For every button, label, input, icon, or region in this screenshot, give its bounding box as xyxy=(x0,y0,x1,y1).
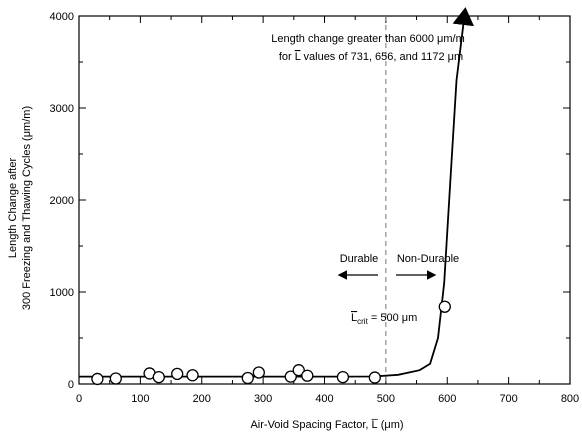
annotation-non-durable: Non-Durable xyxy=(397,253,459,265)
data-point xyxy=(252,366,265,379)
data-point xyxy=(241,371,254,385)
data-points xyxy=(91,300,451,386)
x-tick-label: 200 xyxy=(193,393,211,405)
annotation-lcrit: Lcrit = 500 μm xyxy=(351,312,417,326)
x-axis-label: Air-Void Spacing Factor, L̅ (μm) xyxy=(250,419,403,431)
x-tick-label: 500 xyxy=(377,393,395,405)
data-point xyxy=(438,300,451,313)
ticks: 0 100 200 300 400 500 600 700 800 0 1000 2000 3000 40… xyxy=(50,11,580,405)
y-tick-label: 3000 xyxy=(50,103,74,115)
trend-curve-group xyxy=(79,7,475,378)
y-axis-label-line2: 300 Freezing and Thawing Cycles (μm/m) xyxy=(21,106,33,310)
axis-labels: Air-Void Spacing Factor, L̅ (μm) Length … xyxy=(7,106,404,431)
data-point xyxy=(152,370,165,384)
data-point xyxy=(284,370,297,383)
data-point xyxy=(109,372,122,385)
axes xyxy=(78,15,571,385)
x-tick-label: 700 xyxy=(499,393,517,405)
annotation-top-line1: Length change greater than 6000 μm/m xyxy=(271,33,464,45)
annotation-durable: Durable xyxy=(340,253,379,265)
y-tick-label: 4000 xyxy=(50,11,74,23)
data-point xyxy=(368,371,381,384)
x-tick-label: 400 xyxy=(315,393,333,405)
annotations: Length change greater than 6000 μm/m for… xyxy=(271,33,464,326)
trend-curve xyxy=(79,7,475,378)
data-point xyxy=(301,369,314,382)
x-tick-label: 600 xyxy=(438,393,456,405)
data-point xyxy=(336,370,350,384)
annotation-top-lbar: L xyxy=(295,51,301,63)
x-tick-label: 0 xyxy=(76,393,82,405)
y-tick-label: 1000 xyxy=(50,287,74,299)
y-tick-label: 0 xyxy=(68,379,74,391)
data-point xyxy=(91,372,104,386)
x-tick-label: 100 xyxy=(131,393,149,405)
y-axis-label-line1: Length Change after xyxy=(7,158,19,259)
data-point xyxy=(292,364,305,377)
data-point xyxy=(171,367,184,381)
annotation-top-line2: for L values of 731, 656, and 1172 μm xyxy=(279,51,463,63)
plot-frame xyxy=(78,15,571,385)
x-tick-label: 300 xyxy=(254,393,272,405)
data-point xyxy=(186,369,199,382)
x-tick-label: 800 xyxy=(561,393,579,405)
y-tick-label: 2000 xyxy=(50,195,74,207)
